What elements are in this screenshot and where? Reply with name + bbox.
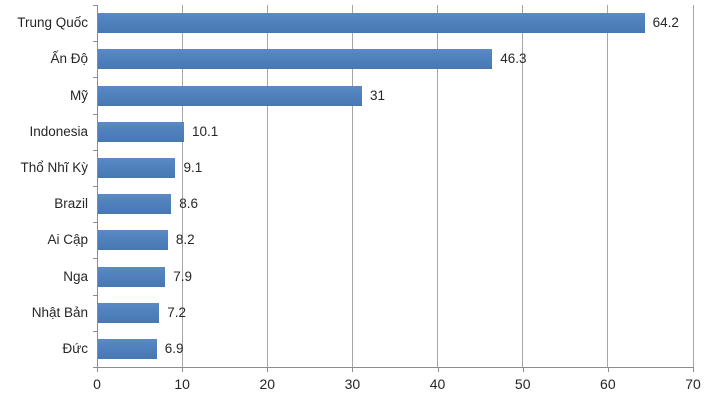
category-label: Nga [63, 268, 88, 284]
gridline [181, 5, 183, 367]
x-tick-label: 10 [174, 376, 190, 392]
bar [98, 302, 160, 323]
category-label: Brazil [54, 196, 88, 212]
y-tick-mark [93, 222, 97, 224]
bar [98, 338, 157, 359]
category-label: Ấn Độ [50, 51, 88, 67]
y-tick-mark [93, 113, 97, 115]
category-label: Ai Cập [47, 232, 88, 248]
bar [98, 121, 184, 142]
x-tick-mark [267, 368, 269, 372]
y-axis-line [97, 5, 98, 367]
y-tick-mark [93, 149, 97, 151]
bar [98, 157, 176, 178]
bar-value-label: 9.1 [183, 159, 203, 175]
x-tick-label: 60 [600, 376, 616, 392]
y-tick-mark [93, 5, 97, 6]
bar [98, 194, 172, 215]
category-label: Đức [62, 340, 88, 356]
bar [98, 13, 645, 34]
bar-value-label: 7.2 [167, 304, 187, 320]
bar-value-label: 31 [369, 87, 385, 103]
x-tick-label: 0 [93, 376, 101, 392]
category-label: Trung Quốc [17, 15, 88, 31]
x-tick-label: 70 [685, 376, 701, 392]
x-tick-label: 20 [259, 376, 276, 392]
x-tick-mark [522, 368, 524, 372]
x-tick-mark [693, 368, 694, 372]
y-tick-mark [93, 330, 97, 332]
bar-value-label: 10.1 [191, 123, 219, 139]
x-tick-label: 30 [344, 376, 361, 392]
gridline [692, 5, 694, 367]
bar-value-label: 64.2 [652, 15, 679, 31]
category-label: Nhật Bản [31, 304, 88, 320]
gridline [437, 5, 439, 367]
bar-value-label: 8.6 [179, 196, 198, 212]
gridline [266, 5, 268, 367]
x-tick-mark [352, 368, 354, 372]
x-tick-label: 50 [514, 376, 531, 392]
y-tick-mark [93, 294, 97, 296]
y-tick-mark [93, 77, 97, 79]
category-label: Thổ Nhĩ Kỳ [20, 159, 88, 175]
y-tick-mark [93, 186, 97, 187]
y-tick-mark [93, 367, 97, 368]
y-tick-mark [93, 258, 97, 260]
gridline [522, 5, 524, 367]
bar-value-label: 8.2 [175, 232, 195, 248]
x-tick-mark [97, 368, 98, 372]
y-tick-mark [93, 41, 97, 43]
bar-value-label: 6.9 [164, 340, 184, 356]
gridline [351, 5, 353, 367]
x-tick-label: 40 [429, 376, 446, 392]
bar-value-label: 7.9 [173, 268, 193, 284]
category-label: Indonesia [29, 123, 88, 139]
gridline [607, 5, 609, 367]
bar [98, 49, 493, 70]
x-axis-line [97, 367, 694, 368]
x-tick-mark [607, 368, 609, 372]
bar [98, 266, 166, 287]
x-tick-mark [437, 368, 439, 372]
category-label: Mỹ [70, 87, 88, 103]
bar-value-label: 46.3 [500, 51, 527, 67]
x-tick-mark [182, 368, 184, 372]
bar [98, 85, 362, 106]
bar [98, 230, 168, 251]
